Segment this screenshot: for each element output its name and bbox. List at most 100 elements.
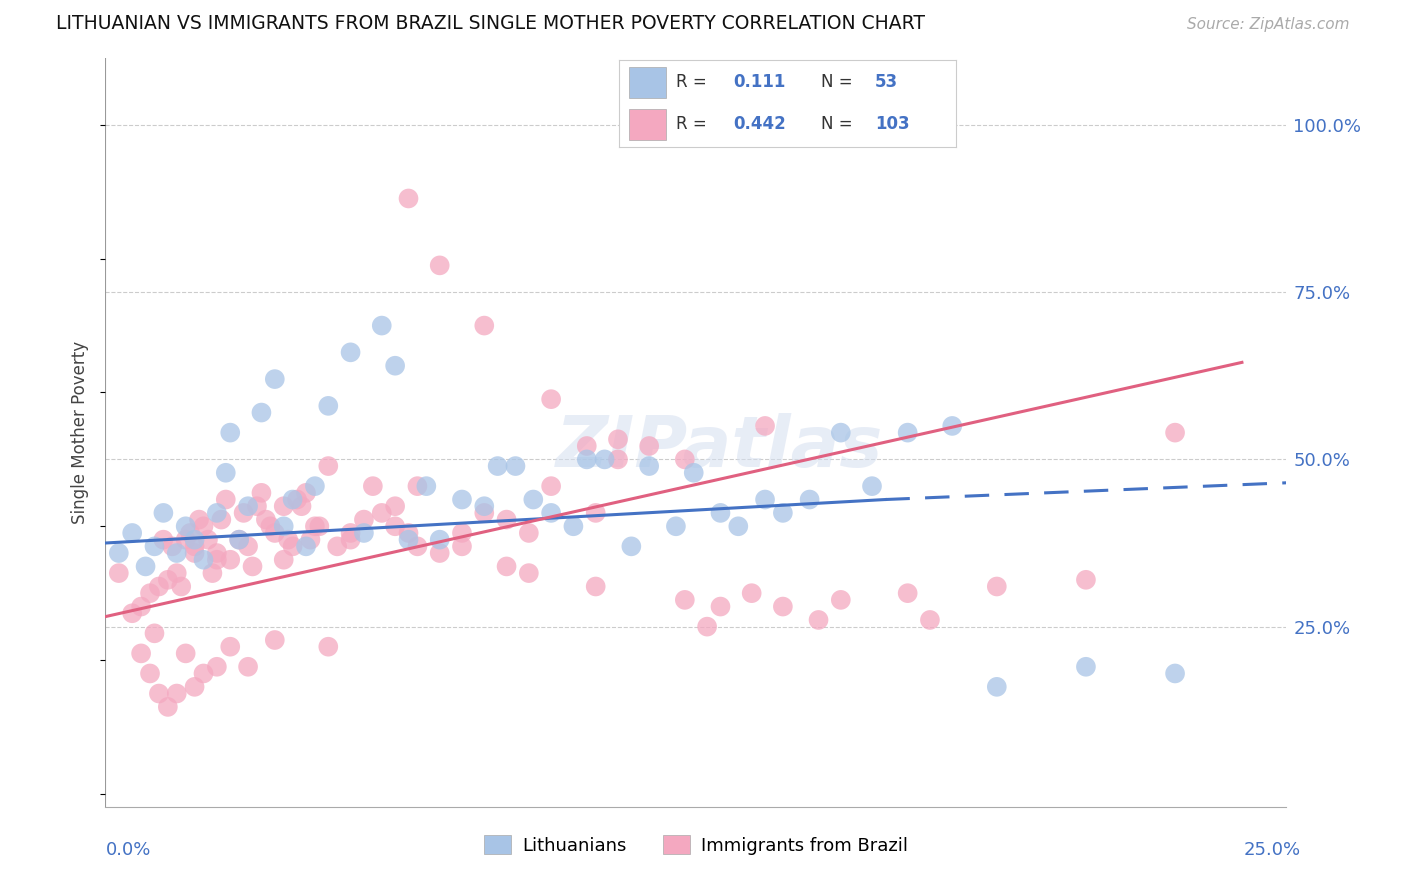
Point <box>472 318 495 333</box>
Point <box>263 372 285 386</box>
Point <box>139 586 162 600</box>
Point <box>472 506 495 520</box>
Point <box>495 559 517 574</box>
Point <box>263 526 285 541</box>
Point <box>108 566 131 581</box>
Point <box>638 459 661 474</box>
Point <box>517 566 540 581</box>
Point <box>830 425 852 440</box>
Point <box>754 492 776 507</box>
Point <box>1164 425 1187 440</box>
Point <box>406 539 429 553</box>
Text: 0.442: 0.442 <box>734 115 786 134</box>
Point <box>193 552 215 567</box>
Point <box>1074 573 1097 587</box>
Point <box>575 439 598 453</box>
Point <box>242 559 264 574</box>
Point <box>371 318 394 333</box>
Point <box>183 680 205 694</box>
Point <box>179 526 201 541</box>
Point <box>339 345 361 359</box>
Point <box>259 519 281 533</box>
Point <box>562 519 585 533</box>
Point <box>941 418 963 433</box>
Point <box>228 533 250 547</box>
Point <box>772 506 794 520</box>
Point <box>143 539 166 553</box>
Point <box>129 599 152 614</box>
Point <box>339 526 361 541</box>
Point <box>361 479 384 493</box>
Point <box>236 539 259 553</box>
Point <box>290 500 312 514</box>
Point <box>193 666 215 681</box>
Point <box>897 425 920 440</box>
Point <box>540 479 562 493</box>
Point <box>451 539 474 553</box>
Point <box>384 500 406 514</box>
Point <box>585 506 607 520</box>
Point <box>371 506 394 520</box>
Point <box>273 552 295 567</box>
Point <box>918 613 941 627</box>
Point <box>406 479 429 493</box>
Point <box>339 533 361 547</box>
Point <box>250 485 273 500</box>
Point <box>166 546 188 560</box>
Point <box>263 633 285 648</box>
Point <box>451 492 474 507</box>
Point <box>495 512 517 526</box>
Point <box>472 500 495 514</box>
Y-axis label: Single Mother Poverty: Single Mother Poverty <box>72 341 90 524</box>
Point <box>205 546 228 560</box>
Point <box>209 512 232 526</box>
Point <box>326 539 349 553</box>
Point <box>1074 660 1097 674</box>
Point <box>215 466 238 480</box>
Point <box>156 699 179 714</box>
Point <box>696 619 718 633</box>
Point <box>295 539 318 553</box>
Text: 0.0%: 0.0% <box>105 840 150 858</box>
Point <box>316 399 339 413</box>
Point <box>250 406 273 420</box>
Point <box>183 533 205 547</box>
Point <box>139 666 162 681</box>
Point <box>148 580 170 594</box>
Point <box>183 546 205 560</box>
FancyBboxPatch shape <box>628 67 666 98</box>
Point <box>281 539 304 553</box>
Point <box>254 512 277 526</box>
Point <box>607 452 630 467</box>
Point <box>188 512 211 526</box>
Text: 53: 53 <box>875 73 898 92</box>
Point <box>162 539 184 553</box>
Point <box>273 500 295 514</box>
Point <box>741 586 763 600</box>
Point <box>429 259 451 273</box>
Point <box>384 359 406 373</box>
Text: N =: N = <box>821 73 852 92</box>
Point <box>673 592 696 607</box>
Text: 103: 103 <box>875 115 910 134</box>
Point <box>205 660 228 674</box>
Point <box>807 613 830 627</box>
Point <box>522 492 544 507</box>
Point <box>108 546 131 560</box>
Point <box>607 433 630 447</box>
Point <box>281 492 304 507</box>
Point <box>727 519 749 533</box>
Point <box>709 599 731 614</box>
Point <box>620 539 643 553</box>
Point <box>451 526 474 541</box>
Point <box>398 192 420 206</box>
FancyBboxPatch shape <box>628 109 666 140</box>
Point <box>295 485 318 500</box>
Point <box>156 573 179 587</box>
Point <box>517 526 540 541</box>
Point <box>398 526 420 541</box>
Point <box>304 479 326 493</box>
Point <box>143 626 166 640</box>
Point <box>174 646 197 660</box>
Point <box>129 646 152 660</box>
